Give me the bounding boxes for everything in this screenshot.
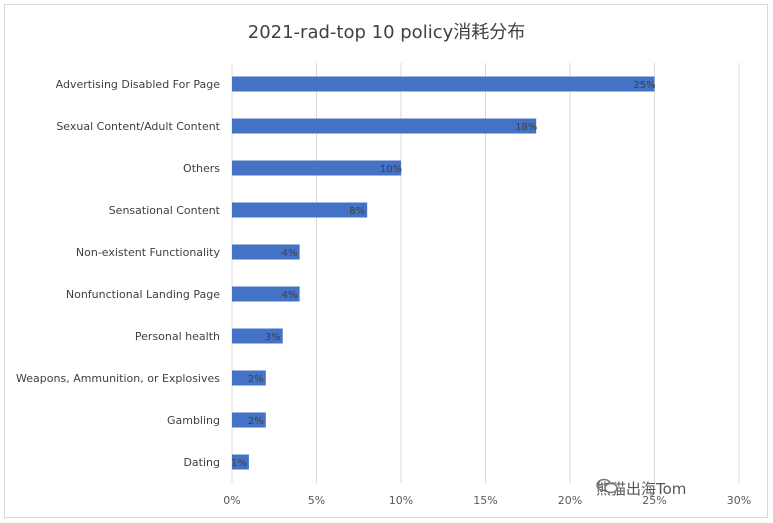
category-label: Non-existent Functionality: [76, 246, 221, 259]
data-label: 25%: [633, 80, 655, 91]
bars: [232, 76, 655, 470]
category-label: Personal health: [135, 330, 220, 343]
category-label: Weapons, Ammunition, or Explosives: [16, 372, 220, 385]
category-label: Gambling: [167, 414, 220, 427]
x-tick-label: 0%: [223, 494, 240, 507]
chart-title: 2021-rad-top 10 policy消耗分布: [247, 22, 526, 43]
data-label: 1%: [231, 458, 247, 469]
category-label: Sexual Content/Adult Content: [56, 120, 220, 133]
x-tick-label: 30%: [727, 494, 751, 507]
category-labels: Advertising Disabled For Page Sexual Cont…: [16, 78, 221, 469]
x-tick-label: 5%: [308, 494, 325, 507]
data-label: 4%: [282, 248, 298, 259]
x-tick-label: 25%: [642, 494, 666, 507]
data-label: 3%: [265, 332, 281, 343]
bar: [232, 328, 283, 344]
x-tick-label: 10%: [389, 494, 413, 507]
data-label: 2%: [248, 416, 264, 427]
category-label: Sensational Content: [109, 204, 221, 217]
bar: [232, 370, 266, 386]
category-label: Others: [183, 162, 220, 175]
bar: [232, 454, 249, 470]
x-tick-label: 20%: [558, 494, 582, 507]
category-label: Advertising Disabled For Page: [56, 78, 221, 91]
data-label: 4%: [282, 290, 298, 301]
x-axis-ticks: 0% 5% 10% 15% 20% 25% 30%: [223, 494, 751, 507]
bar: [232, 160, 401, 176]
bar: [232, 412, 266, 428]
wechat-icon: [596, 478, 618, 494]
category-label: Dating: [183, 456, 220, 469]
data-labels: 25% 18% 10% 8% 4% 4% 3% 2% 2% 1%: [231, 80, 656, 469]
bar: [232, 286, 300, 302]
watermark: 熊猫出海Tom: [596, 478, 686, 499]
x-tick-label: 15%: [473, 494, 497, 507]
data-label: 18%: [515, 122, 537, 133]
bar: [232, 76, 655, 92]
bar: [232, 244, 300, 260]
watermark-text: 熊猫出海Tom: [596, 480, 687, 498]
category-label: Nonfunctional Landing Page: [66, 288, 220, 301]
data-label: 10%: [380, 164, 402, 175]
bar: [232, 202, 368, 218]
data-label: 2%: [248, 374, 264, 385]
bar: [232, 118, 537, 134]
data-label: 8%: [349, 206, 365, 217]
